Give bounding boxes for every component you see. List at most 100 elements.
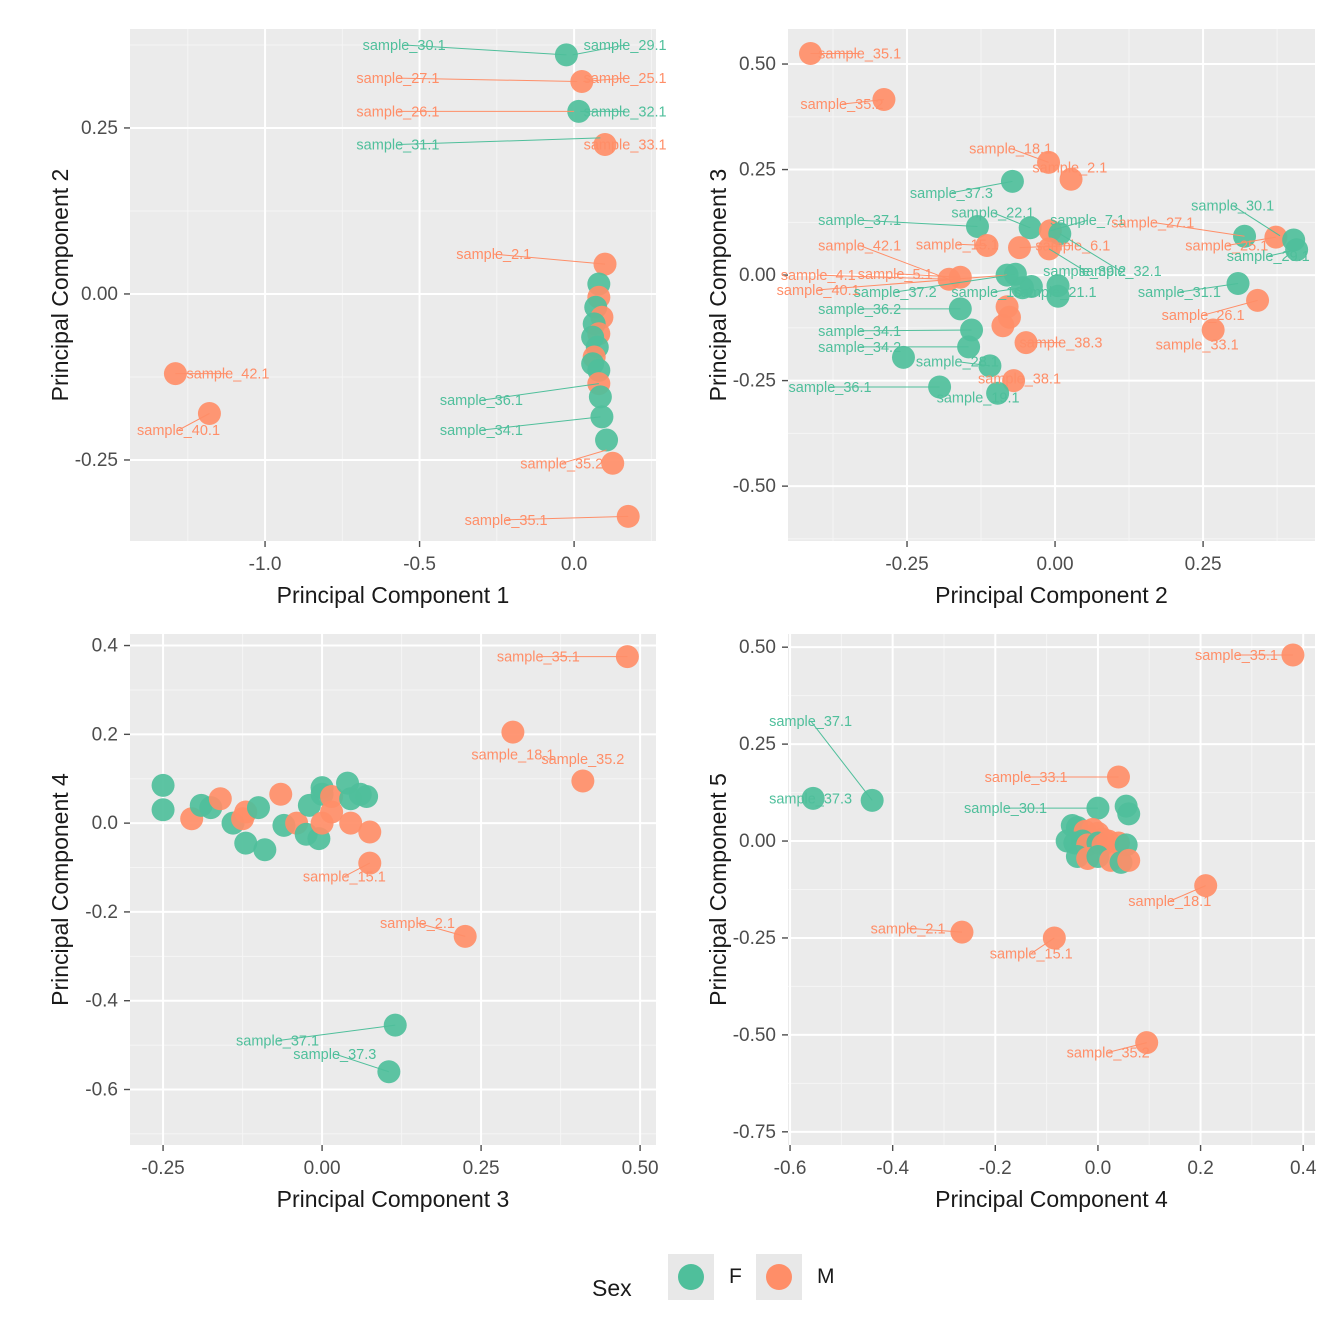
svg-text:sample_19.1: sample_19.1 [937, 390, 1020, 406]
svg-text:sample_35.2: sample_35.2 [1067, 1045, 1150, 1061]
svg-text:sample_38.3: sample_38.3 [1019, 336, 1102, 352]
svg-text:sample_31.1: sample_31.1 [1138, 285, 1221, 301]
svg-text:-0.50: -0.50 [733, 476, 776, 497]
svg-text:F: F [729, 1265, 742, 1288]
svg-text:Principal Component 4: Principal Component 4 [47, 773, 73, 1006]
svg-text:sample_2.1: sample_2.1 [871, 921, 946, 937]
svg-text:-1.0: -1.0 [249, 554, 282, 575]
svg-text:-0.6: -0.6 [774, 1158, 807, 1179]
svg-text:0.25: 0.25 [739, 160, 776, 181]
svg-text:sample_42.1: sample_42.1 [818, 239, 901, 255]
svg-text:-0.6: -0.6 [85, 1080, 118, 1101]
svg-text:sample_6.1: sample_6.1 [1035, 239, 1110, 255]
svg-text:sample_35.1: sample_35.1 [1195, 648, 1278, 664]
svg-text:M: M [817, 1265, 835, 1288]
svg-text:Principal Component 3: Principal Component 3 [277, 1186, 510, 1212]
svg-text:sample_5.1: sample_5.1 [858, 267, 933, 283]
svg-text:0.0: 0.0 [92, 813, 118, 834]
svg-text:sample_30.1: sample_30.1 [363, 38, 446, 54]
svg-text:-0.4: -0.4 [85, 991, 118, 1012]
svg-text:sample_37.1: sample_37.1 [769, 714, 852, 730]
svg-text:sample_21.1: sample_21.1 [1014, 285, 1097, 301]
svg-text:sample_29.1: sample_29.1 [584, 38, 667, 54]
svg-text:0.00: 0.00 [739, 831, 776, 852]
svg-text:sample_36.2: sample_36.2 [818, 302, 901, 318]
svg-text:sample_37.3: sample_37.3 [293, 1047, 376, 1063]
svg-text:sample_30.1: sample_30.1 [964, 801, 1047, 817]
svg-text:sample_35.2: sample_35.2 [520, 456, 603, 472]
svg-text:sample_33.1: sample_33.1 [985, 770, 1068, 786]
svg-text:-0.2: -0.2 [85, 902, 118, 923]
svg-text:sample_27.1: sample_27.1 [356, 71, 439, 87]
svg-text:-0.25: -0.25 [885, 554, 928, 575]
svg-text:sample_33.1: sample_33.1 [1156, 338, 1239, 354]
svg-text:0.25: 0.25 [1185, 554, 1222, 575]
svg-text:sample_35.2: sample_35.2 [800, 97, 883, 113]
svg-text:sample_34.1: sample_34.1 [440, 423, 523, 439]
svg-text:-0.2: -0.2 [979, 1158, 1012, 1179]
svg-text:sample_18.1: sample_18.1 [1128, 894, 1211, 910]
svg-text:-0.25: -0.25 [75, 450, 118, 471]
svg-text:sample_37.3: sample_37.3 [769, 791, 852, 807]
svg-text:sample_35.2: sample_35.2 [541, 752, 624, 768]
svg-text:-0.25: -0.25 [733, 928, 776, 949]
svg-text:Principal Component 5: Principal Component 5 [705, 773, 731, 1006]
svg-text:0.0: 0.0 [561, 554, 587, 575]
svg-text:sample_29.1: sample_29.1 [1227, 249, 1310, 265]
svg-text:0.4: 0.4 [1290, 1158, 1317, 1179]
svg-text:sample_34.1: sample_34.1 [818, 324, 901, 340]
svg-text:0.25: 0.25 [739, 734, 776, 755]
svg-text:sample_22.1: sample_22.1 [951, 206, 1034, 222]
svg-text:sample_25.1: sample_25.1 [584, 71, 667, 87]
svg-text:Principal Component 4: Principal Component 4 [935, 1186, 1168, 1212]
svg-text:-0.25: -0.25 [733, 371, 776, 392]
svg-text:sample_15.1: sample_15.1 [303, 869, 386, 885]
svg-text:Principal Component 3: Principal Component 3 [705, 169, 731, 402]
svg-text:sample_27.1: sample_27.1 [1111, 215, 1194, 231]
svg-text:sample_31.1: sample_31.1 [356, 138, 439, 154]
svg-text:sample_36.1: sample_36.1 [789, 380, 872, 396]
svg-text:0.50: 0.50 [622, 1158, 659, 1179]
svg-text:sample_37.2: sample_37.2 [854, 285, 937, 301]
svg-text:sample_33.1: sample_33.1 [584, 138, 667, 154]
svg-text:sample_42.1: sample_42.1 [186, 367, 269, 383]
svg-text:-0.50: -0.50 [733, 1025, 776, 1046]
svg-text:sample_40.1: sample_40.1 [137, 423, 220, 439]
svg-text:-0.25: -0.25 [141, 1158, 184, 1179]
svg-text:sample_30.1: sample_30.1 [1191, 198, 1274, 214]
svg-text:sample_4.1: sample_4.1 [781, 268, 856, 284]
svg-text:sample_35.1: sample_35.1 [818, 46, 901, 62]
svg-text:sample_2.1: sample_2.1 [1032, 160, 1107, 176]
svg-text:Principal Component 2: Principal Component 2 [47, 169, 73, 402]
svg-text:0.00: 0.00 [81, 284, 118, 305]
svg-text:0.2: 0.2 [1187, 1158, 1213, 1179]
svg-text:Principal Component 2: Principal Component 2 [935, 582, 1168, 608]
svg-text:sample_32.1: sample_32.1 [584, 104, 667, 120]
svg-text:0.0: 0.0 [1085, 1158, 1111, 1179]
svg-text:0.00: 0.00 [304, 1158, 341, 1179]
svg-text:sample_35.1: sample_35.1 [465, 513, 548, 529]
svg-text:sample_26.1: sample_26.1 [1162, 308, 1245, 324]
svg-text:sample_35.1: sample_35.1 [497, 650, 580, 666]
svg-text:0.25: 0.25 [81, 118, 118, 139]
svg-text:sample_15.1: sample_15.1 [916, 237, 999, 253]
svg-text:0.50: 0.50 [739, 637, 776, 658]
svg-text:sample_2.1: sample_2.1 [380, 916, 455, 932]
svg-text:sample_26.1: sample_26.1 [356, 104, 439, 120]
svg-text:sample_15.1: sample_15.1 [990, 946, 1073, 962]
svg-text:0.00: 0.00 [1037, 554, 1074, 575]
svg-text:sample_37.1: sample_37.1 [818, 213, 901, 229]
svg-text:sample_37.3: sample_37.3 [910, 186, 993, 202]
svg-text:0.2: 0.2 [92, 724, 118, 745]
svg-text:sample_40.1: sample_40.1 [777, 283, 860, 299]
svg-text:sample_34.2: sample_34.2 [818, 340, 901, 356]
svg-text:0.25: 0.25 [463, 1158, 500, 1179]
svg-text:0.50: 0.50 [739, 54, 776, 75]
svg-text:Sex: Sex [592, 1275, 632, 1301]
svg-text:sample_38.1: sample_38.1 [978, 371, 1061, 387]
svg-text:sample_18.1: sample_18.1 [969, 141, 1052, 157]
svg-text:0.4: 0.4 [92, 636, 119, 657]
svg-text:-0.5: -0.5 [403, 554, 436, 575]
svg-text:sample_2.1: sample_2.1 [456, 247, 531, 263]
svg-text:sample_36.1: sample_36.1 [440, 393, 523, 409]
